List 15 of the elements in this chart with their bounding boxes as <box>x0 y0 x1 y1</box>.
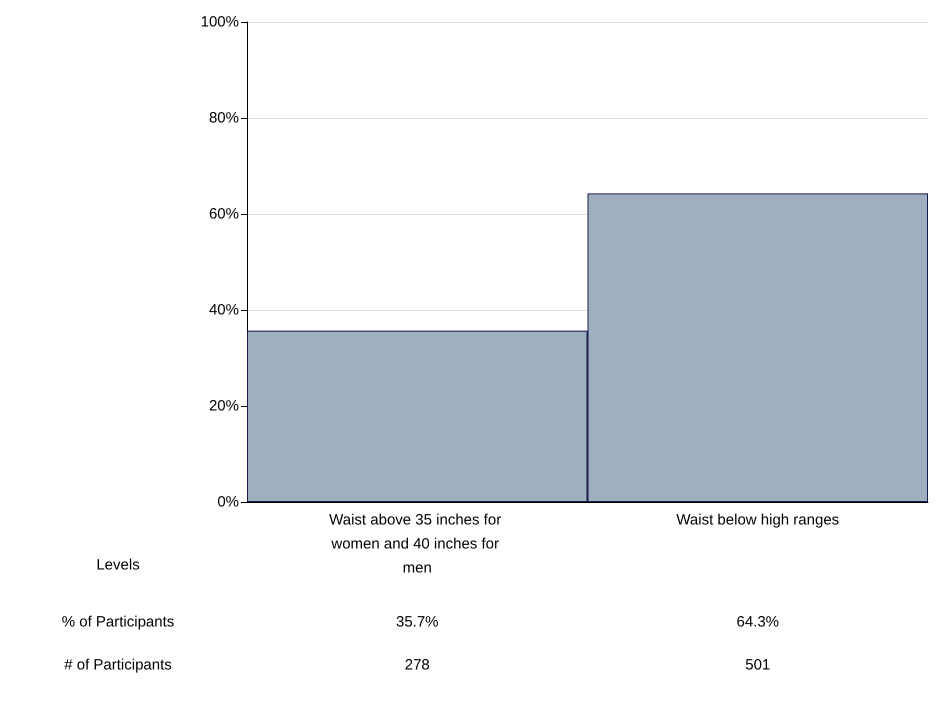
y-tick-label: 60% <box>208 206 239 222</box>
data-label: 64.3% <box>736 614 780 630</box>
text: 278 <box>404 656 430 674</box>
text: 501 <box>745 656 770 674</box>
x-tick-label: Waist above 35 inches for women and 40 inches for men <box>329 512 506 576</box>
y-tick-label: 20% <box>208 398 239 414</box>
x-tick-label: Waist below high ranges <box>676 512 840 528</box>
y-tick-label: 80% <box>208 110 239 126</box>
y-tick-label: 40% <box>208 302 239 318</box>
text: Levels <box>96 556 140 574</box>
y-tick-label: 100% <box>200 14 239 30</box>
y-tick-label: 0% <box>217 494 239 510</box>
data-label: 35.7% <box>396 614 439 630</box>
text: % of Participants <box>62 614 174 630</box>
text: # of Participants <box>64 656 172 674</box>
